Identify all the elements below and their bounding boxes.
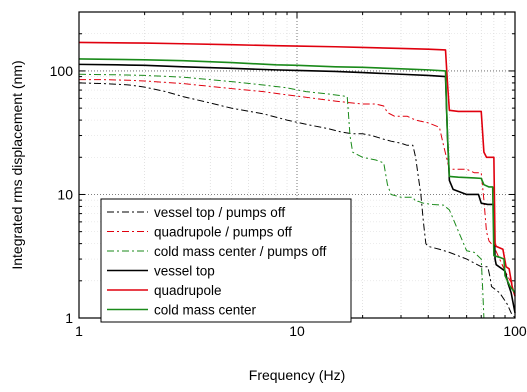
x-axis-label: Frequency (Hz) xyxy=(249,367,345,383)
x-tick-label: 10 xyxy=(289,323,305,339)
y-tick-label: 100 xyxy=(50,63,74,79)
series-line xyxy=(78,58,516,294)
legend-label: quadrupole xyxy=(154,283,222,298)
series-line xyxy=(78,41,516,297)
legend-label: vessel top xyxy=(154,264,215,279)
x-tick-label: 1 xyxy=(75,323,83,339)
series-line xyxy=(78,73,485,319)
y-tick-label: 1 xyxy=(65,310,73,326)
y-axis-label: Integrated rms displacement (nm) xyxy=(9,60,25,269)
legend-label: cold mass center xyxy=(154,303,257,318)
legend-label: vessel top / pumps off xyxy=(154,205,285,220)
axis-ticks: 1 10 100 1 10 100 xyxy=(50,11,527,339)
series-line xyxy=(78,82,516,319)
series-lines xyxy=(78,41,516,319)
x-tick-label: 100 xyxy=(503,323,527,339)
y-tick-label: 10 xyxy=(57,186,73,202)
legend: vessel top / pumps off quadrupole / pumps… xyxy=(100,198,352,323)
legend-box xyxy=(100,198,352,323)
legend-label: cold mass center / pumps off xyxy=(154,244,327,259)
legend-label: quadrupole / pumps off xyxy=(154,225,292,240)
